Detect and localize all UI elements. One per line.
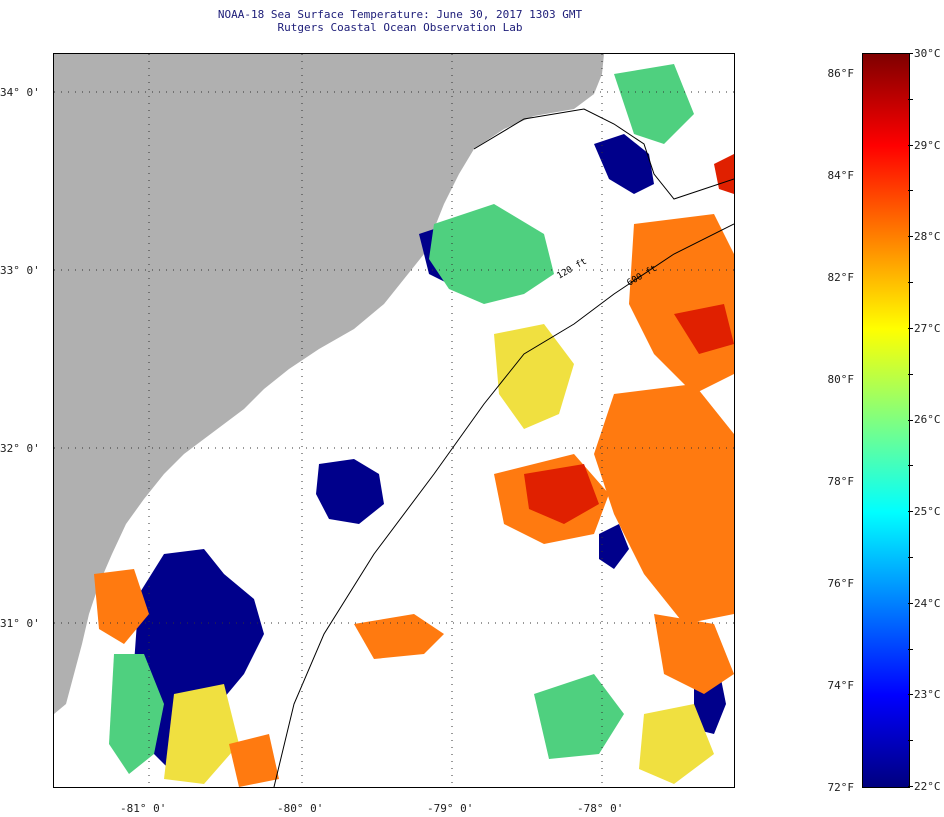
colorbar-f-72: 72°F <box>827 781 855 794</box>
colorbar-tick <box>908 786 913 787</box>
lon-label-79: -79° 0' <box>427 802 474 815</box>
lat-label-33: 33° 0' <box>0 264 40 277</box>
colorbar-c-22: 22°C <box>914 780 941 793</box>
lon-label-81: -81° 0' <box>120 802 167 815</box>
colorbar-f-82: 82°F <box>827 271 855 284</box>
lat-label-31: 31° 0' <box>0 617 40 630</box>
colorbar-c-26: 26°C <box>914 413 941 426</box>
colorbar-c-27: 27°C <box>914 322 941 335</box>
colorbar-tick <box>908 282 913 284</box>
colorbar-tick <box>908 465 913 467</box>
sst-map: 120 ft 600 ft <box>53 53 735 788</box>
colorbar-f-84: 84°F <box>827 169 855 182</box>
colorbar-tick <box>908 694 913 696</box>
colorbar-f-86: 86°F <box>827 67 855 80</box>
hot-water-patches <box>524 154 734 524</box>
temperature-colorbar <box>862 53 910 788</box>
colorbar-tick <box>908 236 913 238</box>
colorbar-tick <box>908 373 913 375</box>
colorbar-f-78: 78°F <box>827 475 855 488</box>
lon-label-80: -80° 0' <box>277 802 324 815</box>
colorbar-c-28: 28°C <box>914 230 941 243</box>
isobath-120ft-label: 120 ft <box>556 257 589 282</box>
colorbar-tick <box>908 511 913 513</box>
colorbar-f-80: 80°F <box>827 373 855 386</box>
colorbar-tick <box>908 648 913 650</box>
map-subtitle: Rutgers Coastal Ocean Observation Lab <box>277 21 523 34</box>
sst-map-canvas: 120 ft 600 ft <box>54 54 734 787</box>
colorbar-tick <box>908 98 913 100</box>
colorbar-tick <box>908 740 913 742</box>
colorbar-f-74: 74°F <box>827 679 855 692</box>
colorbar-tick <box>908 327 913 329</box>
lat-label-32: 32° 0' <box>0 442 40 455</box>
colorbar-tick <box>908 419 913 421</box>
colorbar-tick <box>908 190 913 192</box>
colorbar-c-25: 25°C <box>914 505 941 518</box>
colorbar-tick <box>908 602 913 604</box>
mild-water-patches <box>164 324 714 784</box>
isobath-120ft <box>473 108 734 200</box>
colorbar-tick <box>908 53 913 54</box>
colorbar-c-23: 23°C <box>914 688 941 701</box>
colorbar-c-30: 30°C <box>914 47 941 60</box>
cool-water-patches <box>109 64 694 774</box>
colorbar-tick <box>908 144 913 146</box>
map-title: NOAA-18 Sea Surface Temperature: June 30… <box>217 8 583 21</box>
lat-label-34: 34° 0' <box>0 86 40 99</box>
cold-water-patches <box>134 134 726 774</box>
isobath-600ft <box>273 223 734 787</box>
colorbar-c-29: 29°C <box>914 139 941 152</box>
lon-label-78: -78° 0' <box>577 802 624 815</box>
colorbar-c-24: 24°C <box>914 597 941 610</box>
land-area <box>54 54 604 714</box>
colorbar-f-76: 76°F <box>827 577 855 590</box>
colorbar-tick <box>908 556 913 558</box>
